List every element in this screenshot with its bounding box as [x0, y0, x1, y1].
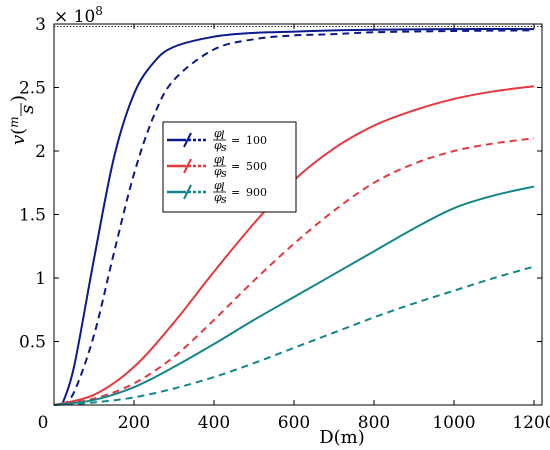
x-tick-label: 600: [278, 413, 310, 433]
legend-marker: [183, 132, 192, 148]
legend-ratio-numerator: φ: [214, 127, 222, 140]
y-axis-title-var: v: [8, 135, 29, 145]
legend-ratio-denominator: φ: [214, 139, 222, 152]
series-line-5-solid: [53, 185, 535, 406]
multiplier-base: × 10: [54, 7, 95, 27]
x-tick-label: 0: [38, 413, 49, 433]
legend-ratio-denominator: φ: [214, 191, 222, 204]
legend-marker: [183, 184, 192, 200]
y-tick-label: 0.5: [19, 333, 46, 353]
y-axis-title-num: m: [7, 116, 21, 127]
series-line-6-dashed: [53, 265, 535, 406]
legend-value: 100: [246, 134, 267, 147]
series-line-4-dashed: [53, 137, 535, 406]
legend-ratio-denominator-sub: s: [221, 193, 227, 206]
y-axis-multiplier: × 108: [54, 4, 103, 27]
multiplier-exponent: 8: [95, 4, 103, 18]
legend-ratio-numerator-sub: l: [221, 129, 225, 142]
x-tick-label: 400: [198, 413, 230, 433]
y-axis-title-close: ): [8, 95, 29, 102]
x-axis-title: D(m): [319, 427, 365, 448]
legend-ratio-denominator-sub: s: [221, 141, 227, 154]
y-tick-label: 2.5: [19, 79, 46, 99]
legend-ratio-denominator: φ: [214, 165, 222, 178]
legend-ratio-numerator-sub: l: [221, 155, 225, 168]
legend-value: 500: [246, 160, 267, 173]
legend-equals: =: [231, 134, 240, 147]
y-axis-title-den: s: [17, 105, 38, 114]
series-line-1-solid: [61, 28, 535, 406]
legend-ratio-numerator-sub: l: [221, 181, 225, 194]
y-axis-title-open: (: [8, 128, 29, 135]
legend-marker: [183, 158, 192, 174]
x-tick-label: 1000: [432, 413, 475, 433]
series-layer: [53, 28, 535, 406]
x-tick-label: 200: [118, 413, 150, 433]
legend-value: 900: [246, 186, 267, 199]
x-tick-label: 800: [358, 413, 390, 433]
legend-ratio-denominator-sub: s: [221, 167, 227, 180]
y-axis-title: v(m s ): [7, 95, 38, 145]
svg-text:v(m: v(m: [7, 116, 29, 145]
y-tick-label: 2: [35, 142, 46, 162]
legend-equals: =: [231, 160, 240, 173]
legend-ratio-numerator: φ: [214, 153, 222, 166]
legend-ratio-numerator: φ: [214, 179, 222, 192]
y-tick-label: 1: [35, 269, 46, 289]
series-line-2-dashed: [61, 29, 535, 406]
y-tick-label: 1.5: [19, 206, 46, 226]
y-tick-label: 3: [35, 15, 46, 35]
plot-area-frame: [53, 23, 543, 406]
legend-equals: =: [231, 186, 240, 199]
